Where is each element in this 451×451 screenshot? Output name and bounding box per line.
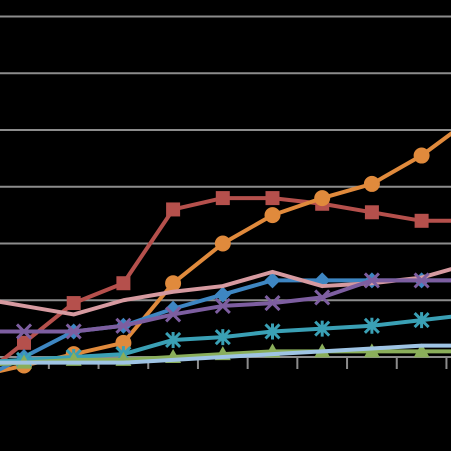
data-point-marker [115, 317, 132, 334]
series-1 [0, 191, 451, 365]
data-point-marker [165, 306, 182, 323]
data-point-marker [363, 317, 380, 334]
series-8 [0, 343, 451, 365]
data-point-marker [314, 190, 331, 207]
series-line [0, 314, 451, 364]
data-point-marker [66, 296, 81, 311]
data-point-marker [15, 323, 33, 340]
data-point-marker [116, 276, 131, 291]
series-group [0, 131, 451, 374]
data-point-marker [264, 295, 281, 312]
data-point-marker [214, 286, 231, 303]
data-point-marker [363, 175, 380, 192]
data-point-marker [265, 191, 280, 206]
data-point-marker [214, 297, 231, 314]
data-point-marker [65, 323, 82, 340]
data-point-marker [214, 329, 231, 346]
data-point-marker [364, 205, 379, 220]
series-line [0, 349, 451, 367]
data-point-marker [115, 334, 132, 351]
data-point-marker [165, 275, 182, 292]
gridlines [0, 15, 451, 302]
data-point-marker [165, 331, 182, 349]
data-point-marker [413, 343, 430, 358]
series-line [0, 278, 451, 334]
data-point-marker [413, 147, 430, 164]
data-point-marker [166, 202, 181, 217]
data-point-marker [414, 213, 429, 228]
data-point-marker [314, 320, 331, 337]
series-5 [0, 272, 451, 340]
series-4 [0, 267, 451, 317]
data-point-marker [314, 289, 331, 306]
data-point-marker [264, 323, 281, 340]
data-point-marker [413, 312, 430, 329]
data-point-marker [264, 207, 281, 224]
series-line [0, 267, 451, 317]
data-point-marker [363, 272, 380, 289]
data-point-marker [413, 272, 430, 289]
data-point-marker [215, 191, 230, 206]
series-line [0, 196, 451, 365]
data-point-marker [17, 335, 31, 350]
data-point-marker [264, 272, 281, 289]
data-point-marker [214, 235, 231, 252]
series-line [0, 343, 451, 365]
